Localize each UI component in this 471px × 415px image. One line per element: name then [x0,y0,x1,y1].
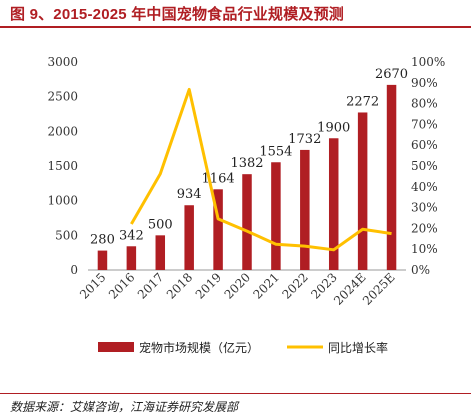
y-right-tick-label: 60% [411,138,438,152]
y-right-tick-label: 50% [411,159,438,173]
y-right-tick-label: 70% [411,117,438,131]
bar [97,250,108,270]
y-right-tick-label: 20% [411,221,438,235]
x-tick-label: 2018 [164,270,195,301]
legend-bar-swatch [98,342,134,352]
bar-data-label: 280 [90,233,115,248]
bar [357,112,368,270]
bar-data-label: 1900 [317,120,350,135]
bar-data-label: 1554 [259,144,292,159]
line-series [130,87,392,252]
bar [328,138,339,270]
y-left-tick-label: 1500 [47,159,78,173]
y-right-tick-label: 80% [411,97,438,111]
bar-series [97,84,397,270]
bar-data-label: 342 [119,228,144,243]
y-right-tick-label: 10% [411,242,438,256]
legend: 宠物市场规模（亿元） 同比增长率 [98,340,388,355]
bar [213,189,223,270]
y-right-tick-label: 0% [411,263,430,277]
x-tick-label: 2016 [106,270,137,301]
x-tick-label: 2015 [77,270,108,301]
bar [300,149,310,270]
bar-data-label: 2272 [346,94,379,109]
x-tick-label: 2020 [222,270,253,301]
bar [155,235,166,270]
bar [184,205,194,270]
bar [242,174,252,270]
y-left-tick-label: 2500 [47,90,78,104]
x-axis-tick-labels: 2015201620172018201920202021202220232024… [77,270,398,308]
legend-bar-label: 宠物市场规模（亿元） [139,340,259,355]
figure-title: 图 9、2015-2025 年中国宠物食品行业规模及预测 [10,6,345,23]
legend-line-label: 同比增长率 [328,340,388,355]
bar-data-label: 2670 [375,67,408,82]
y-right-axis: 0% 10% 20% 30% 40% 50% 60% 70% 80% 90% 100% [411,55,445,277]
y-right-tick-label: 100% [411,55,445,69]
bar [126,246,137,270]
y-right-tick-label: 40% [411,180,438,194]
bar-data-label: 1382 [230,156,263,171]
y-right-tick-label: 90% [411,76,438,90]
title-divider [0,26,471,28]
bar-data-label: 1732 [288,132,321,147]
source-note: 数据来源：艾媒咨询，江海证券研究发展部 [10,400,239,414]
y-left-tick-label: 0 [70,263,78,277]
y-right-tick-label: 30% [411,201,438,215]
growth-rate-line [130,87,392,252]
x-tick-label: 2019 [193,270,224,301]
bar [271,162,281,270]
bar [386,84,397,270]
x-tick-label: 2017 [135,270,166,301]
y-left-tick-label: 2000 [47,124,78,138]
footer-divider [0,393,471,394]
bar-data-label: 500 [148,217,173,232]
y-left-axis: 0 500 1000 1500 2000 2500 3000 [47,55,78,277]
bar-data-label: 934 [177,187,202,202]
y-left-tick-label: 1000 [47,194,78,208]
x-tick-label: 2025E [360,270,398,308]
x-tick-label: 2021 [251,270,282,301]
y-left-tick-label: 500 [55,228,78,242]
y-left-tick-label: 3000 [47,55,78,69]
x-tick-label: 2022 [279,270,310,301]
